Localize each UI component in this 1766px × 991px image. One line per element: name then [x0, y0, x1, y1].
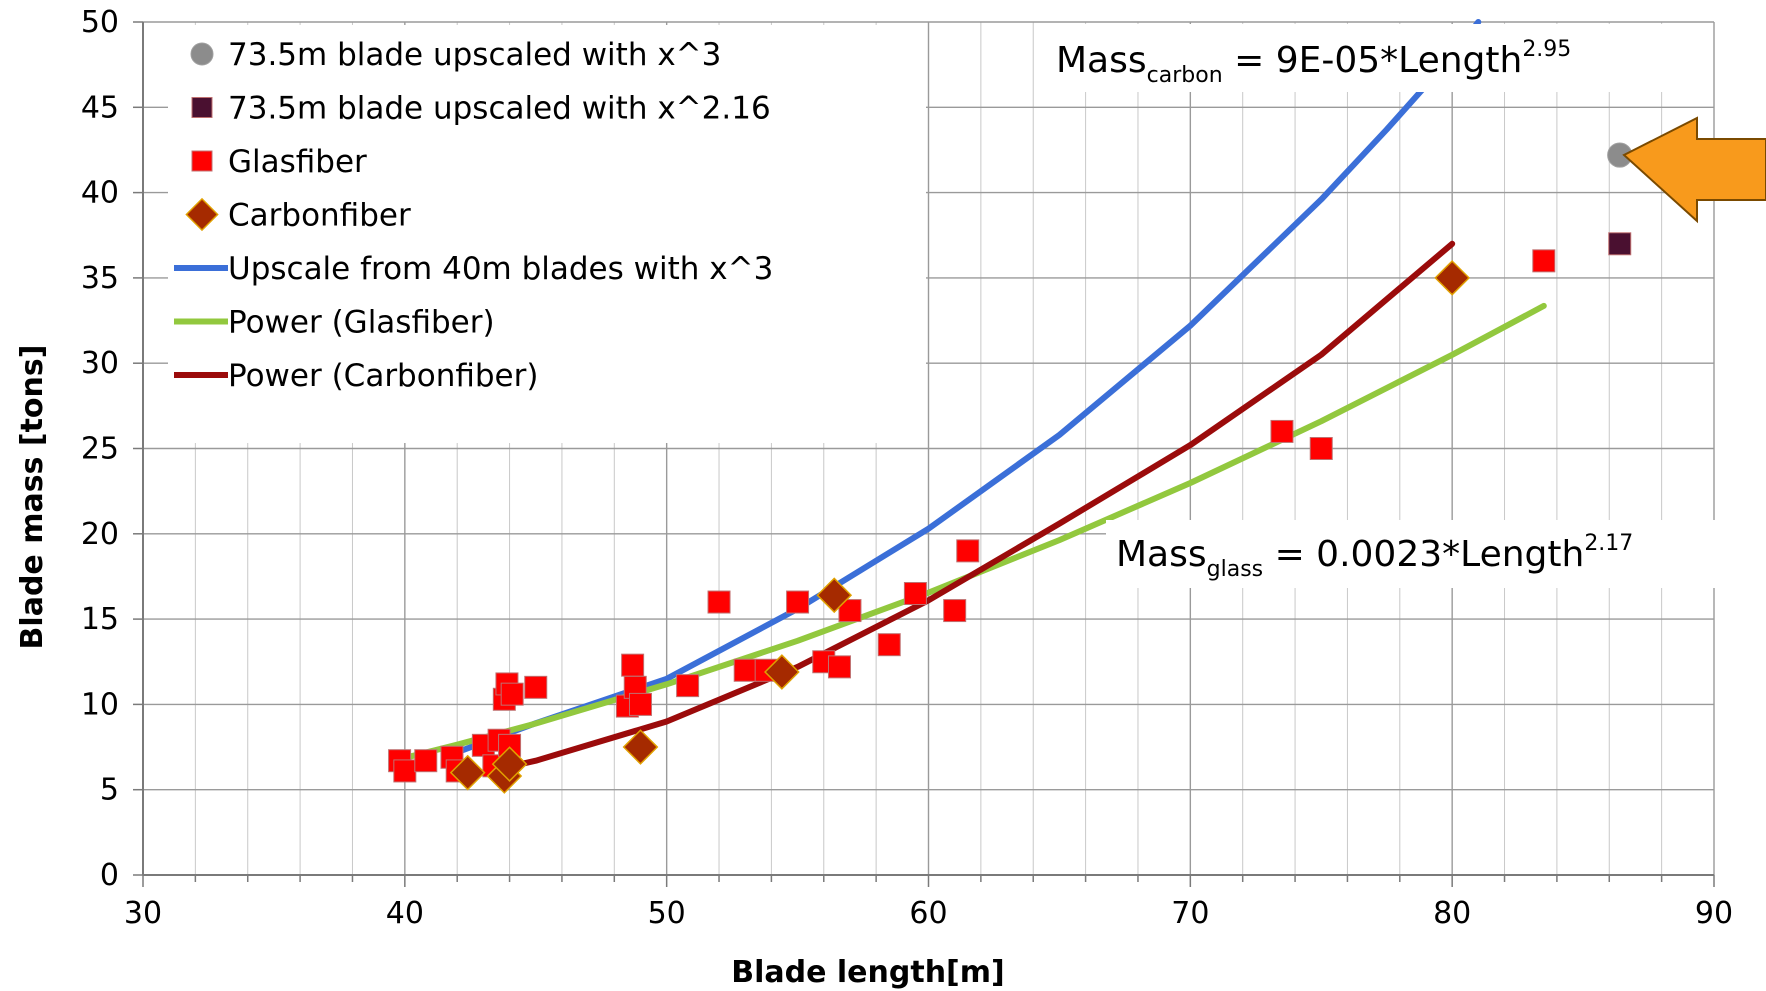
- y-tick-label: 30: [81, 346, 119, 381]
- data-point: [838, 599, 862, 623]
- data-point: [943, 599, 967, 623]
- y-tick-label: 35: [81, 261, 119, 296]
- data-point: [414, 749, 438, 773]
- series-points: [388, 142, 1633, 794]
- carbon-equation-box: [1048, 24, 1704, 92]
- y-tick-label: 50: [81, 5, 119, 40]
- data-point: [524, 675, 548, 699]
- data-point: [622, 729, 659, 765]
- y-tick-label: 0: [100, 858, 119, 893]
- y-axis-title: Blade mass [tons]: [15, 345, 50, 650]
- x-tick-label: 80: [1433, 896, 1471, 931]
- x-tick-label: 50: [648, 896, 686, 931]
- legend-label: 73.5m blade upscaled with x^2.16: [228, 91, 771, 127]
- carbon-equation-subscript: carbon: [1147, 63, 1223, 88]
- y-tick-label: 10: [81, 687, 119, 722]
- tick-labels: 30 40 50 60 70 80 90 0 5 10 15 20 25 30 35 40 45 50: [81, 5, 1733, 931]
- axes: [133, 21, 1715, 887]
- glass-equation-subscript: glass: [1207, 557, 1263, 582]
- legend-marker-swatch: [191, 97, 213, 118]
- glass-equation-base: Mass: [1116, 534, 1207, 575]
- carbon-equation-base: Mass: [1056, 40, 1147, 81]
- data-point: [491, 746, 528, 782]
- y-tick-label: 40: [81, 176, 119, 211]
- x-tick-label: 40: [386, 896, 424, 931]
- glass-equation: Massglass = 0.0023*Length2.17: [1116, 531, 1633, 582]
- y-tick-label: 15: [81, 602, 119, 637]
- data-point: [827, 655, 851, 679]
- glass-equation-box: [1106, 520, 1766, 588]
- data-point: [764, 654, 800, 690]
- legend-background: [168, 25, 926, 443]
- data-point: [449, 754, 486, 791]
- legend-marker-swatch: [185, 197, 219, 232]
- carbon-equation-exponent: 2.95: [1522, 37, 1571, 62]
- y-tick-label: 45: [81, 90, 119, 125]
- carbon-equation: Masscarbon = 9E-05*Length2.95: [1056, 37, 1571, 88]
- data-point: [877, 633, 901, 657]
- y-tick-label: 25: [81, 432, 119, 467]
- arrow-annotation: [1622, 116, 1766, 224]
- data-point: [956, 539, 980, 563]
- legend-label: Upscale from 40m blades with x^3: [228, 251, 773, 287]
- data-point: [786, 590, 810, 614]
- data-point: [1434, 260, 1471, 296]
- data-point: [1608, 232, 1632, 256]
- data-point: [816, 577, 853, 614]
- data-point: [1309, 437, 1333, 460]
- data-point: [676, 674, 700, 698]
- data-point: [903, 582, 927, 606]
- data-point: [1270, 419, 1294, 443]
- legend-label: 73.5m blade upscaled with x^3: [228, 37, 721, 73]
- legend-label: Power (Glasfiber): [228, 305, 495, 341]
- data-point: [621, 653, 645, 677]
- series-line: [454, 19, 1482, 756]
- legend-label: Power (Carbonfiber): [228, 358, 538, 394]
- data-point: [393, 759, 417, 783]
- x-tick-label: 70: [1171, 896, 1209, 931]
- data-point: [733, 658, 757, 682]
- x-tick-label: 60: [909, 896, 947, 931]
- data-point: [628, 692, 652, 716]
- legend-marker-swatch: [191, 150, 213, 172]
- glass-equation-exponent: 2.17: [1584, 531, 1633, 556]
- y-tick-label: 5: [100, 773, 119, 808]
- glass-equation-formula: = 0.0023*Length: [1263, 534, 1584, 575]
- carbon-equation-formula: = 9E-05*Length: [1223, 40, 1523, 81]
- x-tick-label: 30: [124, 896, 162, 931]
- data-point: [500, 682, 524, 706]
- series-line: [464, 240, 1456, 780]
- data-point: [1532, 249, 1556, 273]
- legend: 73.5m blade upscaled with x^3 73.5m blade…: [174, 37, 773, 394]
- x-tick-label: 90: [1695, 896, 1733, 931]
- legend-marker-swatch: [190, 42, 214, 66]
- legend-label: Carbonfiber: [228, 198, 411, 234]
- y-tick-label: 20: [81, 517, 119, 552]
- legend-label: Glasfiber: [228, 144, 367, 180]
- data-point: [707, 590, 731, 614]
- x-axis-title: Blade length[m]: [731, 955, 1005, 990]
